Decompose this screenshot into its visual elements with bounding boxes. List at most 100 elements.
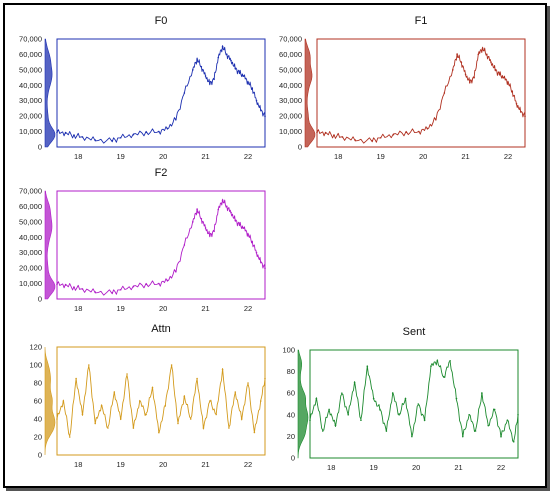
- data-point: [517, 414, 519, 416]
- data-point: [111, 140, 113, 142]
- chart-panel-f0: F0 0 10,000 20,000 30,000 40,000 50,000 60,000 7…: [19, 15, 266, 161]
- data-point: [456, 53, 458, 56]
- series-line: [309, 359, 519, 442]
- data-point: [264, 267, 266, 269]
- data-point: [341, 392, 343, 395]
- data-point: [423, 419, 426, 422]
- x-tick-label: 19: [117, 152, 125, 161]
- marginal-density: [44, 38, 56, 148]
- data-point: [485, 53, 488, 56]
- data-point: [175, 270, 177, 273]
- y-tick-label: 100: [29, 361, 42, 370]
- data-point: [209, 400, 211, 402]
- data-point: [255, 99, 258, 102]
- data-point: [119, 136, 122, 139]
- plot-frame: [309, 349, 519, 459]
- data-point: [183, 244, 186, 246]
- data-point: [247, 382, 249, 384]
- data-point: [204, 227, 207, 229]
- series-line: [56, 198, 266, 296]
- data-point: [242, 227, 245, 229]
- data-point: [234, 219, 237, 222]
- x-tick-label: 19: [370, 463, 378, 472]
- marginal-density: [297, 349, 309, 459]
- x-tick-label: 20: [412, 463, 420, 472]
- marginal-density: [44, 346, 56, 456]
- x-tick-label: 18: [334, 152, 342, 161]
- chart-panel-f2: F2 0 10,000 20,000 30,000 40,000 50,000 60,000 7…: [19, 167, 266, 313]
- y-tick-label: 60: [34, 397, 42, 406]
- data-point: [379, 136, 382, 139]
- data-point: [455, 397, 458, 400]
- y-tick-label: 20,000: [19, 264, 42, 273]
- data-point: [145, 413, 147, 416]
- y-tick-label: 60,000: [279, 50, 302, 59]
- x-tick-label: 21: [201, 460, 209, 469]
- data-point: [259, 109, 262, 111]
- data-point: [392, 133, 395, 136]
- y-tick-label: 60,000: [19, 202, 42, 211]
- data-point: [213, 230, 215, 232]
- data-point: [75, 377, 77, 380]
- y-tick-label: 20,000: [19, 112, 42, 121]
- x-tick-label: 20: [159, 460, 167, 469]
- chart-panel-f1: F1 0 10,000 20,000 30,000 40,000 50,000 60,000 7…: [279, 15, 526, 161]
- y-tick-label: 20,000: [279, 112, 302, 121]
- y-tick-label: 30,000: [19, 96, 42, 105]
- data-point: [73, 134, 75, 137]
- data-point: [94, 139, 97, 141]
- data-point: [56, 283, 58, 286]
- data-point: [225, 205, 228, 208]
- y-tick-label: 10,000: [279, 127, 302, 136]
- y-tick-label: 0: [38, 295, 42, 304]
- x-tick-label: 18: [74, 304, 82, 313]
- data-point: [132, 133, 135, 136]
- data-point: [126, 373, 128, 375]
- data-point: [524, 115, 526, 117]
- plot-frame: [316, 38, 526, 148]
- data-point: [512, 441, 515, 443]
- data-point: [81, 288, 84, 290]
- data-point: [81, 136, 84, 138]
- data-point: [68, 436, 71, 438]
- data-point: [225, 53, 228, 56]
- data-point: [328, 408, 330, 411]
- data-point: [511, 90, 514, 93]
- data-point: [430, 365, 432, 368]
- y-tick-label: 40,000: [279, 81, 302, 90]
- data-point: [119, 418, 122, 420]
- data-point: [452, 69, 454, 71]
- data-point: [385, 430, 388, 432]
- data-point: [158, 431, 160, 434]
- data-point: [477, 53, 480, 56]
- x-tick-label: 19: [377, 152, 385, 161]
- series-line: [56, 365, 266, 437]
- data-point: [175, 118, 177, 121]
- y-tick-label: 10,000: [19, 279, 42, 288]
- data-point: [221, 368, 224, 371]
- data-point: [166, 127, 169, 130]
- data-point: [247, 233, 249, 235]
- data-point: [347, 414, 350, 416]
- data-point: [487, 424, 490, 427]
- data-point: [158, 130, 160, 133]
- data-point: [215, 413, 217, 416]
- data-point: [113, 391, 116, 393]
- chart-title: F2: [155, 167, 168, 179]
- data-point: [462, 435, 464, 438]
- data-point: [515, 103, 518, 105]
- data-point: [519, 110, 522, 113]
- data-point: [200, 65, 203, 68]
- chart-title: F1: [415, 15, 428, 27]
- y-tick-label: 120: [29, 343, 42, 352]
- y-tick-label: 100: [282, 346, 295, 355]
- marginal-density: [304, 38, 316, 148]
- data-point: [204, 75, 207, 77]
- figure-canvas: F0 0 10,000 20,000 30,000 40,000 50,000 60,000 7…: [19, 15, 526, 472]
- data-point: [228, 427, 230, 429]
- series-line: [316, 46, 526, 144]
- y-tick-label: 30,000: [279, 96, 302, 105]
- data-point: [481, 47, 484, 50]
- data-point: [247, 81, 249, 83]
- data-point: [493, 408, 496, 411]
